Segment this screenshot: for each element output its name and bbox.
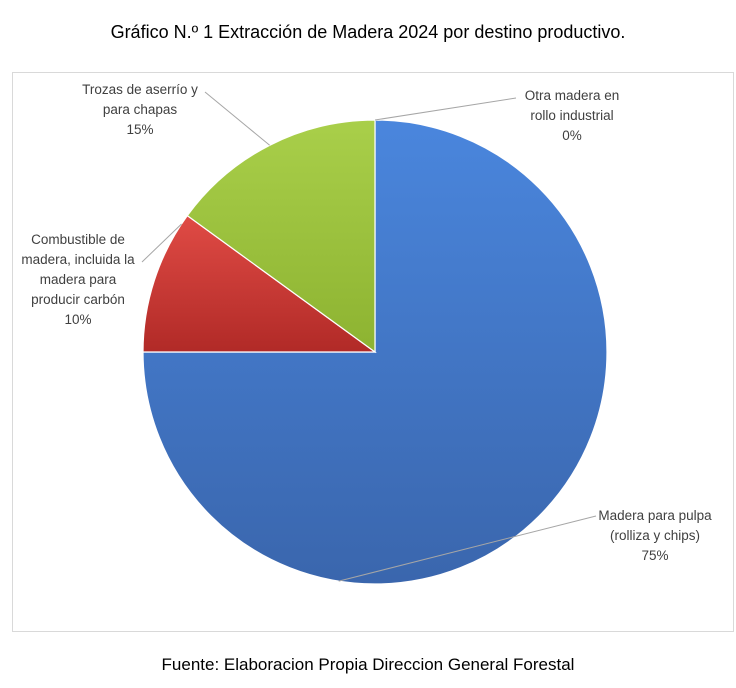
data-label-combustible: Combustible de madera, incluida la madera …: [21, 232, 135, 327]
leader-line-pulpa: [338, 515, 597, 582]
source-note: Fuente: Elaboracion Propia Direccion Gen…: [161, 655, 575, 674]
chart-frame: [12, 72, 734, 632]
leader-line-combustible: [141, 223, 182, 263]
pie-slice-trozas: [186, 119, 376, 354]
data-label-pulpa: Madera para pulpa (rolliza y chips) 75%: [598, 508, 712, 563]
data-label-trozas: Trozas de aserrío y para chapas 15%: [82, 82, 198, 137]
data-label-otra-madera: Otra madera en rollo industrial 0%: [525, 88, 620, 143]
pie-slice-combustible: [142, 214, 377, 353]
chart-title: Gráfico N.º 1 Extracción de Madera 2024 …: [110, 22, 626, 42]
leader-line-trozas: [204, 91, 270, 146]
leader-line-otra-madera: [374, 97, 517, 121]
pie-chart: Madera para pulpa (rolliza y chips) 75% Com…: [21, 82, 712, 585]
